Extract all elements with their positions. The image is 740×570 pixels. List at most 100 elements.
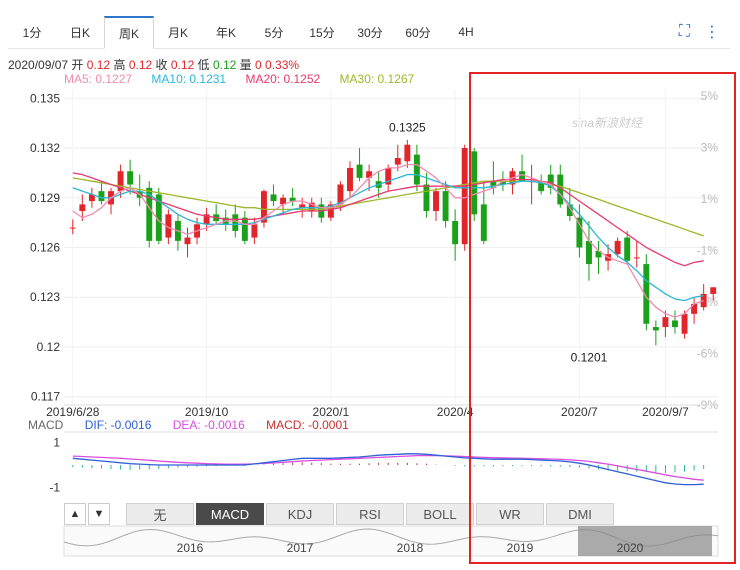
- x-tick-label-3: 2020/4: [437, 405, 474, 419]
- y-tick-label-0: 0.135: [30, 91, 60, 105]
- tab-period-4[interactable]: 年K: [215, 25, 236, 40]
- price-annotation-0: 0.1325: [389, 121, 426, 135]
- info-date: 2020/09/07: [8, 58, 69, 72]
- candle-body-12: [184, 237, 191, 245]
- candle-body-54: [585, 240, 592, 265]
- info-change: 0.33%: [265, 58, 300, 72]
- candle-body-22: [280, 197, 287, 205]
- info-vol: 0: [255, 58, 262, 72]
- ma5-line: [72, 163, 704, 318]
- candle-body-34: [394, 157, 401, 165]
- candle-body-53: [576, 217, 583, 248]
- candle-body-57: [614, 240, 621, 255]
- indicator-bar: ▲ ▼ 无 MACD KDJ RSI BOLL WR DMI: [64, 503, 614, 525]
- scroll-up-button[interactable]: ▲: [64, 503, 86, 525]
- candle-body-58: [624, 237, 631, 261]
- x-tick-label-0: 2019/6/28: [46, 405, 100, 419]
- candle-body-50: [547, 174, 554, 188]
- candle-body-17: [232, 214, 239, 231]
- macd-legend: MACD DIF: -0.0016 DEA: -0.0016 MACD: -0.…: [28, 418, 367, 432]
- candle-body-52: [566, 204, 573, 216]
- macd-dif-line: [72, 453, 704, 486]
- x-tick-label-2: 2020/1: [313, 405, 350, 419]
- fullscreen-icon[interactable]: ⛶: [678, 23, 690, 40]
- indicator-tab-macd[interactable]: MACD: [196, 503, 264, 525]
- info-open: 0.12: [86, 58, 111, 72]
- y-tick-label-3: 0.126: [30, 241, 60, 255]
- y-tick-label-1: 0.132: [30, 141, 60, 155]
- candle-body-36: [413, 154, 420, 185]
- pct-tick-label-5: -6%: [697, 347, 719, 361]
- ma-legend: MA5: 0.1227 MA10: 0.1231 MA20: 0.1252 MA…: [64, 72, 430, 86]
- tab-period-8[interactable]: 60分: [405, 25, 431, 40]
- candle-body-10: [165, 214, 172, 238]
- pct-tick-label-2: 1%: [701, 192, 719, 206]
- candle-body-1: [79, 204, 86, 212]
- candle-body-38: [433, 191, 439, 212]
- candle-body-28: [337, 184, 344, 205]
- candle-body-29: [347, 167, 353, 192]
- candle-body-41: [461, 148, 468, 245]
- pct-tick-label-1: 3%: [701, 141, 719, 155]
- indicator-tab-wr[interactable]: WR: [476, 503, 544, 525]
- navigator-year-2018: 2018: [397, 541, 424, 555]
- tab-period-2[interactable]: 周K: [104, 16, 154, 49]
- indicator-tab-rsi[interactable]: RSI: [336, 503, 404, 525]
- ma5-label: MA5: 0.1227: [64, 72, 133, 86]
- info-close: 0.12: [170, 58, 195, 72]
- candle-body-19: [251, 224, 258, 238]
- candle-body-5: [117, 171, 124, 192]
- tab-period-6[interactable]: 15分: [309, 25, 335, 40]
- ma30-line: [72, 177, 704, 237]
- navigator-year-2020: 2020: [617, 541, 644, 555]
- info-high-label: 高: [113, 58, 126, 72]
- candle-body-61: [652, 327, 659, 331]
- candle-body-21: [270, 194, 277, 202]
- ohlc-info: 2020/09/07 开 0.12 高 0.12 收 0.12 低 0.12 量…: [8, 56, 299, 73]
- price-annotation-1: 0.1201: [571, 350, 608, 364]
- candle-body-43: [480, 204, 487, 241]
- navigator-year-2017: 2017: [287, 541, 314, 555]
- candle-body-49: [538, 181, 545, 192]
- indicator-tab-boll[interactable]: BOLL: [406, 503, 474, 525]
- info-high: 0.12: [128, 58, 153, 72]
- y-tick-label-2: 0.129: [30, 191, 60, 205]
- ma10-label: MA10: 0.1231: [151, 72, 227, 86]
- indicator-tab-kdj[interactable]: KDJ: [266, 503, 334, 525]
- info-low: 0.12: [212, 58, 237, 72]
- tab-period-9[interactable]: 4H: [458, 25, 474, 39]
- y-tick-label-5: 0.12: [37, 340, 61, 354]
- candle-body-39: [442, 191, 449, 221]
- tab-period-1[interactable]: 日K: [69, 25, 90, 40]
- info-open-label: 开: [71, 58, 84, 72]
- navigator-year-2019: 2019: [507, 541, 534, 555]
- candle-body-60: [643, 264, 650, 324]
- tab-period-5[interactable]: 5分: [264, 25, 284, 40]
- tab-icons: ⛶ ⋮: [679, 16, 730, 48]
- tab-period-7[interactable]: 30分: [357, 25, 383, 40]
- y-tick-label-6: 0.117: [31, 390, 60, 404]
- candle-body-23: [289, 197, 296, 202]
- ma20-label: MA20: 0.1252: [245, 72, 321, 86]
- candle-body-65: [691, 303, 698, 314]
- candle-body-9: [155, 194, 162, 241]
- candle-body-14: [203, 214, 210, 225]
- candle-body-37: [423, 184, 430, 212]
- candle-body-35: [404, 144, 411, 162]
- tab-period-0[interactable]: 1分: [22, 25, 42, 40]
- scroll-down-button[interactable]: ▼: [88, 503, 110, 525]
- ma10-line: [72, 173, 704, 302]
- tab-period-3[interactable]: 月K: [167, 25, 188, 40]
- candle-body-6: [127, 171, 134, 185]
- indicator-tab-无[interactable]: 无: [126, 503, 194, 525]
- candle-body-51: [557, 174, 564, 205]
- macd-y-tick-1: -1: [49, 480, 60, 494]
- more-vertical-icon[interactable]: ⋮: [704, 24, 720, 41]
- candle-body-47: [519, 171, 526, 182]
- macd-value-label: MACD: -0.0001: [266, 418, 349, 432]
- candle-body-20: [260, 191, 267, 223]
- candle-body-55: [595, 250, 602, 258]
- info-vol-label: 量: [239, 58, 252, 72]
- indicator-tab-dmi[interactable]: DMI: [546, 503, 614, 525]
